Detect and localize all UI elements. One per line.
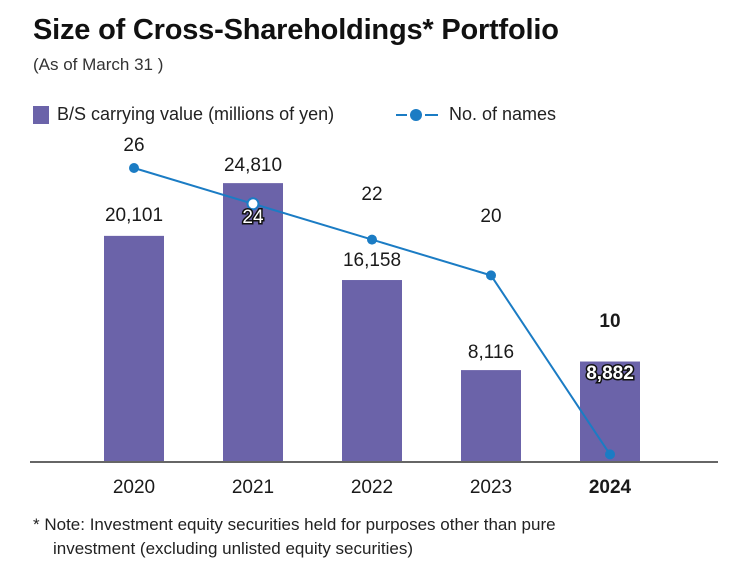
legend-item-line: No. of names xyxy=(395,104,556,125)
line-point-2024 xyxy=(605,449,615,460)
bar-2020 xyxy=(104,235,164,461)
chart-title: Size of Cross-Shareholdings* Portfolio xyxy=(33,14,559,46)
line-value-label-2022: 22 xyxy=(361,184,382,205)
bar-value-label-2024: 8,882 xyxy=(586,363,634,384)
footnote-line2: investment (excluding unlisted equity se… xyxy=(53,539,414,558)
bar-2024 xyxy=(580,361,640,461)
x-tick-label-2021: 2021 xyxy=(232,477,274,498)
x-tick-label-2020: 2020 xyxy=(113,477,155,498)
line-value-label-2023: 20 xyxy=(480,206,501,227)
bar-value-label-2023: 8,116 xyxy=(468,342,514,363)
legend-line-swatch xyxy=(396,108,438,121)
x-tick-label-2023: 2023 xyxy=(470,477,512,498)
line-point-2021 xyxy=(246,197,260,211)
bar-value-label-2022: 16,158 xyxy=(343,250,401,271)
line-point-2023 xyxy=(486,270,496,281)
chart-subtitle: (As of March 31 ) xyxy=(33,55,164,74)
line-value-label-2024: 10 xyxy=(599,311,620,332)
line-point-2020 xyxy=(129,163,139,173)
bar-2023 xyxy=(461,370,521,461)
bar-2021 xyxy=(223,183,283,462)
legend-bar-label: B/S carrying value (millions of yen) xyxy=(57,104,335,124)
footnote-line1: * Note: Investment equity securities hel… xyxy=(33,515,556,534)
bar-value-label-2021: 24,810 xyxy=(224,155,282,176)
bar-value-label-2020: 20,101 xyxy=(105,205,163,226)
line-value-label-2021: 24 xyxy=(242,207,264,228)
line-point-2022 xyxy=(367,234,377,245)
footnote: * Note: Investment equity securities hel… xyxy=(33,513,713,561)
legend: B/S carrying value (millions of yen) No.… xyxy=(33,104,713,128)
legend-item-bar: B/S carrying value (millions of yen) xyxy=(33,104,334,125)
x-tick-label-2024: 2024 xyxy=(589,477,632,498)
bar-2022 xyxy=(342,280,402,461)
line-value-label-2020: 26 xyxy=(123,135,144,156)
legend-bar-swatch xyxy=(33,105,49,124)
x-tick-label-2022: 2022 xyxy=(351,477,393,498)
legend-line-label: No. of names xyxy=(449,104,557,124)
